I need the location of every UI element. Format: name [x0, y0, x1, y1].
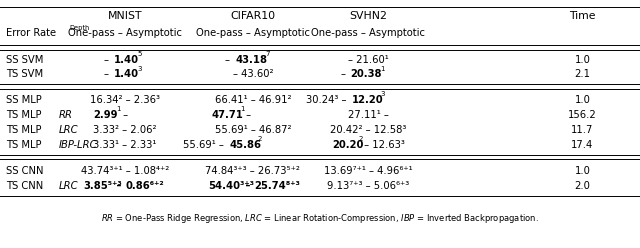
Text: Depth: Depth — [69, 25, 90, 31]
Text: 1.40: 1.40 — [114, 55, 139, 64]
Text: 11.7: 11.7 — [572, 125, 593, 135]
Text: 1.0: 1.0 — [575, 166, 590, 176]
Text: 74.84³⁺³ – 26.73⁵⁺²: 74.84³⁺³ – 26.73⁵⁺² — [205, 166, 300, 176]
Text: MNIST: MNIST — [108, 11, 142, 21]
Text: 2.1: 2.1 — [575, 69, 590, 79]
Text: 20.20: 20.20 — [332, 140, 364, 150]
Text: One-pass – Asymptotic: One-pass – Asymptotic — [311, 29, 425, 38]
Text: 2: 2 — [257, 136, 262, 142]
Text: 1.0: 1.0 — [575, 95, 590, 105]
Text: 47.71: 47.71 — [211, 110, 243, 120]
Text: 2: 2 — [358, 136, 363, 142]
Text: TS MLP: TS MLP — [6, 140, 45, 150]
Text: TS CNN: TS CNN — [6, 181, 47, 190]
Text: 1.0: 1.0 — [575, 55, 590, 64]
Text: –: – — [242, 181, 254, 190]
Text: 1: 1 — [380, 66, 385, 72]
Text: –: – — [340, 69, 349, 79]
Text: 20.42² – 12.58³: 20.42² – 12.58³ — [330, 125, 406, 135]
Text: SS MLP: SS MLP — [6, 95, 42, 105]
Text: $\it{RR}$ = One-Pass Ridge Regression, $\it{LRC}$ = Linear Rotation-Compression,: $\it{RR}$ = One-Pass Ridge Regression, $… — [101, 212, 539, 225]
Text: 1: 1 — [240, 106, 244, 112]
Text: 1.40: 1.40 — [114, 69, 139, 79]
Text: 16.34² – 2.36³: 16.34² – 2.36³ — [90, 95, 160, 105]
Text: – 43.60²: – 43.60² — [232, 69, 273, 79]
Text: One-pass – Asymptotic: One-pass – Asymptotic — [196, 29, 310, 38]
Text: 7: 7 — [266, 51, 270, 57]
Text: 30.24³ –: 30.24³ – — [307, 95, 350, 105]
Text: LRC: LRC — [59, 125, 79, 135]
Text: SS CNN: SS CNN — [6, 166, 44, 176]
Text: –: – — [243, 110, 252, 120]
Text: 43.74³⁺¹ – 1.08⁴⁺²: 43.74³⁺¹ – 1.08⁴⁺² — [81, 166, 169, 176]
Text: 2.0: 2.0 — [575, 181, 590, 190]
Text: TS MLP: TS MLP — [6, 110, 45, 120]
Text: 2.99: 2.99 — [93, 110, 117, 120]
Text: 55.69¹ –: 55.69¹ – — [183, 140, 227, 150]
Text: Error Rate: Error Rate — [6, 29, 56, 38]
Text: –: – — [225, 55, 234, 64]
Text: 3.33² – 2.06²: 3.33² – 2.06² — [93, 125, 157, 135]
Text: 25.74⁸⁺³: 25.74⁸⁺³ — [255, 181, 301, 190]
Text: 3.33¹ – 2.33¹: 3.33¹ – 2.33¹ — [93, 140, 157, 150]
Text: 17.4: 17.4 — [572, 140, 593, 150]
Text: 27.11¹ –: 27.11¹ – — [348, 110, 388, 120]
Text: – 21.60¹: – 21.60¹ — [348, 55, 388, 64]
Text: 1: 1 — [116, 106, 121, 112]
Text: 13.69⁷⁺¹ – 4.96⁶⁺¹: 13.69⁷⁺¹ – 4.96⁶⁺¹ — [324, 166, 412, 176]
Text: 3: 3 — [138, 66, 142, 72]
Text: 45.86: 45.86 — [229, 140, 261, 150]
Text: 55.69¹ – 46.87²: 55.69¹ – 46.87² — [214, 125, 291, 135]
Text: –: – — [113, 181, 125, 190]
Text: One-pass – Asymptotic: One-pass – Asymptotic — [68, 29, 182, 38]
Text: 54.40³⁺³: 54.40³⁺³ — [208, 181, 254, 190]
Text: 43.18: 43.18 — [236, 55, 268, 64]
Text: 12.20: 12.20 — [352, 95, 383, 105]
Text: 3: 3 — [380, 92, 385, 97]
Text: SVHN2: SVHN2 — [349, 11, 387, 21]
Text: 9.13⁷⁺³ – 5.06⁶⁺³: 9.13⁷⁺³ – 5.06⁶⁺³ — [327, 181, 409, 190]
Text: TS SVM: TS SVM — [6, 69, 44, 79]
Text: CIFAR10: CIFAR10 — [230, 11, 275, 21]
Text: LRC: LRC — [59, 181, 79, 190]
Text: TS MLP: TS MLP — [6, 125, 45, 135]
Text: 3.85⁵⁺³: 3.85⁵⁺³ — [83, 181, 122, 190]
Text: – 12.63³: – 12.63³ — [361, 140, 405, 150]
Text: 20.38: 20.38 — [351, 69, 382, 79]
Text: 5: 5 — [138, 51, 142, 57]
Text: 0.86⁶⁺²: 0.86⁶⁺² — [125, 181, 164, 190]
Text: RR: RR — [59, 110, 73, 120]
Text: –: – — [104, 69, 112, 79]
Text: –: – — [120, 110, 128, 120]
Text: –: – — [104, 55, 112, 64]
Text: 66.41¹ – 46.91²: 66.41¹ – 46.91² — [214, 95, 291, 105]
Text: Time: Time — [569, 11, 596, 21]
Text: SS SVM: SS SVM — [6, 55, 44, 64]
Text: IBP-LRC: IBP-LRC — [59, 140, 97, 150]
Text: 156.2: 156.2 — [568, 110, 596, 120]
